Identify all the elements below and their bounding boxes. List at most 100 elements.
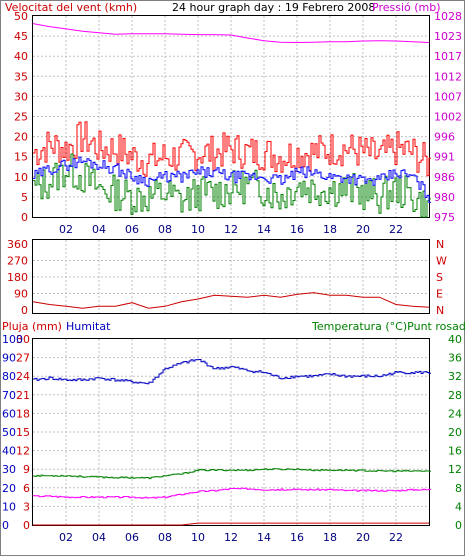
temperature-tick-label: 16 xyxy=(448,445,462,458)
x-tick-label: 22 xyxy=(389,223,403,236)
temperature-tick-label: 8 xyxy=(455,482,462,495)
x-tick-label: 04 xyxy=(92,531,106,544)
humidity-line xyxy=(33,359,431,385)
compass-tick-label: N xyxy=(436,304,444,317)
rain-tick-label: 15 xyxy=(16,426,30,439)
temperature-tick-label: 4 xyxy=(455,500,462,513)
x-tick-label: 12 xyxy=(224,531,238,544)
pressure-tick-label: 991 xyxy=(434,151,455,164)
compass-tick-label: N xyxy=(436,238,444,251)
humidity-tick-label: 10 xyxy=(2,500,16,513)
dewpoint-line xyxy=(33,487,431,499)
humidity-tick-label: 100 xyxy=(2,333,23,346)
rain-tick-label: 12 xyxy=(16,445,30,458)
x-tick-label: 18 xyxy=(323,531,337,544)
x-tick-label: 06 xyxy=(125,531,139,544)
temperature-tick-label: 24 xyxy=(448,407,462,420)
x-tick-label: 20 xyxy=(356,223,370,236)
pressure-tick-label: 1017 xyxy=(434,50,462,63)
humidity-tick-label: 30 xyxy=(2,463,16,476)
wind-tick-label: 5 xyxy=(21,191,28,204)
temperature-line xyxy=(33,468,431,480)
temperature-tick-label: 12 xyxy=(448,463,462,476)
x-tick-label: 06 xyxy=(125,223,139,236)
rain-tick-label: 3 xyxy=(23,500,30,513)
humidity-tick-label: 80 xyxy=(2,370,16,383)
pressure-tick-label: 986 xyxy=(434,171,455,184)
pressure-tick-label: 980 xyxy=(434,191,455,204)
rain-tick-label: 9 xyxy=(23,463,30,476)
wind-axis-label: Velocitat del vent (kmh) xyxy=(5,1,137,14)
x-tick-label: 20 xyxy=(356,531,370,544)
pressure-axis-label: Pressió (mb) xyxy=(372,1,441,14)
x-tick-label: 18 xyxy=(323,223,337,236)
pressure-tick-label: 1028 xyxy=(434,10,462,23)
direction-tick-label: 0 xyxy=(21,304,28,317)
wind-tick-label: 0 xyxy=(21,211,28,224)
rain-tick-label: 0 xyxy=(23,519,30,532)
x-tick-label: 02 xyxy=(59,531,73,544)
humidity-tick-label: 50 xyxy=(2,426,16,439)
wind-tick-label: 45 xyxy=(14,30,28,43)
x-tick-label: 16 xyxy=(290,223,304,236)
wind-tick-label: 35 xyxy=(14,70,28,83)
rain-tick-label: 24 xyxy=(16,370,30,383)
direction-tick-label: 270 xyxy=(7,255,28,268)
humidity-tick-label: 40 xyxy=(2,445,16,458)
compass-tick-label: W xyxy=(436,255,447,268)
direction-tick-label: 90 xyxy=(14,288,28,301)
direction-line xyxy=(32,292,430,309)
x-tick-label: 02 xyxy=(59,223,73,236)
temperature-tick-label: 40 xyxy=(448,333,462,346)
pressure-tick-label: 975 xyxy=(434,211,455,224)
wind-tick-label: 20 xyxy=(14,131,28,144)
wind-grid xyxy=(33,16,429,217)
pressure-tick-label: 1023 xyxy=(434,30,462,43)
wind-tick-label: 10 xyxy=(14,171,28,184)
chart-title: 24 hour graph day : 19 Febrero 2008 xyxy=(172,1,375,14)
x-tick-label: 10 xyxy=(191,531,205,544)
direction-tick-label: 180 xyxy=(7,271,28,284)
pressure-tick-label: 1007 xyxy=(434,90,462,103)
pressure-tick-label: 996 xyxy=(434,131,455,144)
x-tick-label: 14 xyxy=(257,223,271,236)
rain-tick-label: 6 xyxy=(23,482,30,495)
direction-grid xyxy=(33,240,429,313)
direction-tick-label: 360 xyxy=(7,238,28,251)
humidity-axis-label: Humitat xyxy=(66,320,111,333)
temperature-tick-label: 32 xyxy=(448,370,462,383)
wind-min-line xyxy=(33,153,431,218)
x-tick-label: 08 xyxy=(158,531,172,544)
humidity-tick-label: 70 xyxy=(2,389,16,402)
temperature-tick-label: 28 xyxy=(448,389,462,402)
x-tick-label: 12 xyxy=(224,223,238,236)
x-tick-label: 16 xyxy=(290,531,304,544)
wind-tick-label: 25 xyxy=(14,111,28,124)
x-tick-label: 14 xyxy=(257,531,271,544)
rain-tick-label: 27 xyxy=(16,352,30,365)
temp-dew-axis-label: Temperatura (°C)Punt rosada xyxy=(311,320,465,333)
wind-tick-label: 40 xyxy=(14,50,28,63)
compass-tick-label: S xyxy=(436,271,443,284)
wind-gust-line xyxy=(33,121,431,177)
pressure-line xyxy=(32,23,430,44)
temperature-tick-label: 20 xyxy=(448,426,462,439)
x-tick-label: 22 xyxy=(389,531,403,544)
compass-tick-label: E xyxy=(436,288,443,301)
temperature-tick-label: 36 xyxy=(448,352,462,365)
humidity-tick-label: 90 xyxy=(2,352,16,365)
rain-axis-label: Pluja (mm) xyxy=(2,320,62,333)
wind-tick-label: 30 xyxy=(14,90,28,103)
x-tick-label: 10 xyxy=(191,223,205,236)
wind-tick-label: 50 xyxy=(14,10,28,23)
humidity-tick-label: 20 xyxy=(2,482,16,495)
humidity-grid xyxy=(33,339,429,525)
pressure-tick-label: 1012 xyxy=(434,70,462,83)
wind-avg-line xyxy=(33,156,431,203)
humidity-tick-label: 0 xyxy=(2,519,9,532)
rain-tick-label: 18 xyxy=(16,407,30,420)
x-tick-label: 04 xyxy=(92,223,106,236)
rain-line xyxy=(33,522,429,526)
